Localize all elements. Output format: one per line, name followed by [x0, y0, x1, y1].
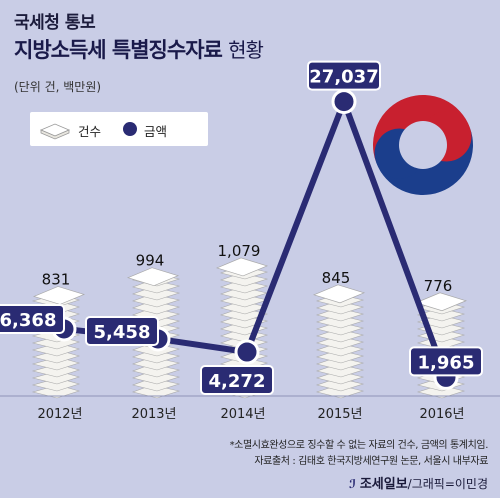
credit: ℐ 조세일보/그래픽=이민경: [349, 473, 488, 492]
x-tick-label: 2013년: [131, 407, 176, 422]
dot-icon: [123, 122, 137, 136]
amount-label: 1,965: [418, 352, 475, 373]
amount-point: [331, 89, 357, 115]
count-label: 831: [42, 270, 71, 288]
legend-count-label: 건수: [78, 124, 102, 139]
page-title: 지방소득세 특별징수자료 현황: [14, 34, 264, 64]
count-label: 845: [322, 269, 351, 287]
amount-line: 6,368 5,458 4,272 27,037 1,965: [0, 60, 483, 396]
title-sub: 현황: [228, 38, 264, 62]
count-bar: [31, 286, 86, 399]
x-axis: 2012년 2013년 2014년 2015년 2016년: [0, 395, 500, 422]
paper-stack-icon: [39, 123, 71, 140]
x-tick-label: 2015년: [317, 407, 362, 422]
title-main: 지방소득세 특별징수자료: [14, 38, 223, 62]
x-tick-label: 2012년: [37, 407, 82, 422]
amount-label: 4,272: [209, 371, 266, 392]
amount-label: 27,037: [309, 67, 378, 88]
amount-label-box: [0, 303, 65, 334]
count-label: 1,079: [218, 242, 261, 260]
x-tick-label: 2016년: [419, 407, 464, 422]
amount-label-box: [85, 315, 159, 346]
footnote-source: 자료출처 : 김태호 한국지방세연구원 논문, 서울시 내부자료: [254, 456, 488, 467]
amount-label: 6,368: [0, 310, 56, 331]
amount-label-box: [200, 365, 274, 396]
amount-label-box: [307, 60, 381, 91]
amount-point: [234, 339, 260, 365]
count-label: 994: [136, 252, 165, 270]
count-bar: [312, 284, 366, 399]
brand-mark-icon: ℐ: [348, 477, 356, 491]
unit-label: (단위 건, 백만원): [14, 80, 102, 94]
taegeuk-emblem-icon: [358, 80, 488, 210]
kicker-text: 국세청 통보: [14, 13, 96, 33]
credit-brand: 조세일보: [359, 477, 408, 492]
x-tick-label: 2014년: [220, 407, 265, 422]
amount-label: 5,458: [94, 322, 151, 343]
count-label: 776: [424, 277, 453, 295]
legend: 건수 금액: [30, 112, 208, 146]
credit-graphic: /그래픽=이민경: [407, 477, 488, 491]
footnote: *소멸시효완성으로 징수할 수 없는 자료의 건수, 금액의 통계치임. 자료출…: [229, 438, 489, 470]
amount-label-box: [409, 346, 483, 377]
legend-amount-label: 금액: [144, 124, 168, 139]
footnote-note: *소멸시효완성으로 징수할 수 없는 자료의 건수, 금액의 통계치임.: [229, 440, 489, 451]
